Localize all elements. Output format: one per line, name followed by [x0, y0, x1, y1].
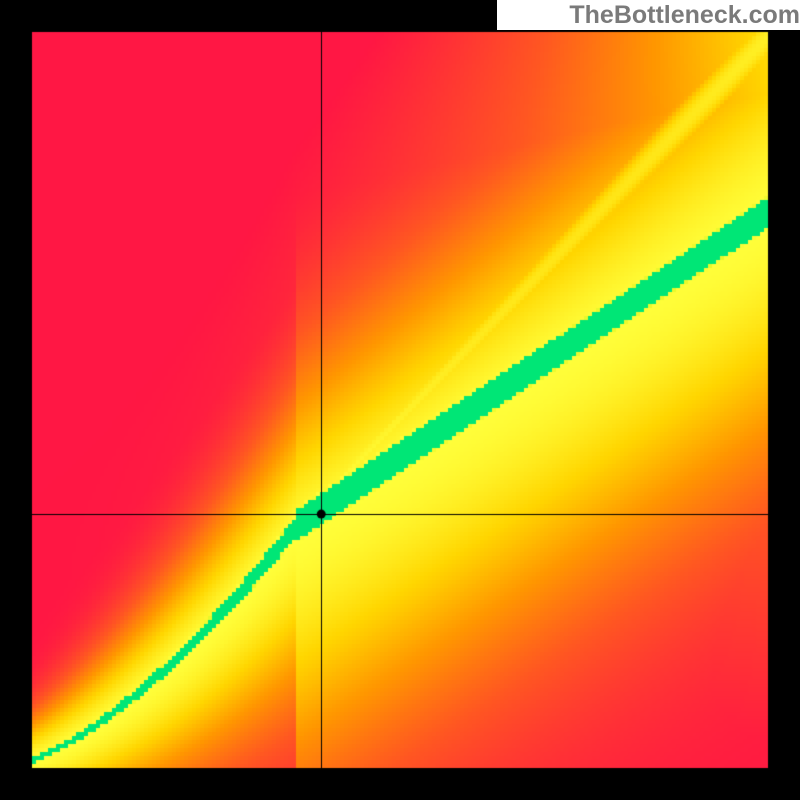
- bottleneck-heatmap: [0, 0, 800, 800]
- stage: TheBottleneck.com: [0, 0, 800, 800]
- watermark-label: TheBottleneck.com: [497, 0, 800, 30]
